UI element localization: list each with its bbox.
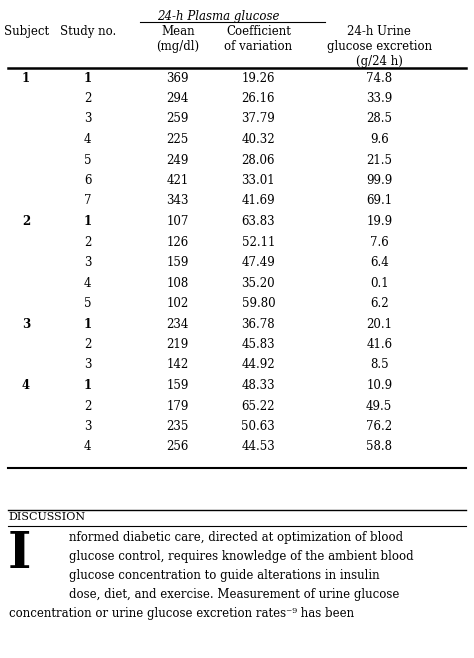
Text: 4: 4 bbox=[84, 440, 91, 453]
Text: 69.1: 69.1 bbox=[366, 195, 392, 207]
Text: 142: 142 bbox=[167, 359, 189, 372]
Text: 49.5: 49.5 bbox=[366, 399, 392, 413]
Text: 33.01: 33.01 bbox=[242, 174, 275, 187]
Text: glucose concentration to guide alterations in insulin: glucose concentration to guide alteratio… bbox=[69, 569, 379, 582]
Text: 24-h Urine
glucose excretion
(g/24 h): 24-h Urine glucose excretion (g/24 h) bbox=[327, 25, 432, 68]
Text: 76.2: 76.2 bbox=[366, 420, 392, 433]
Text: I: I bbox=[8, 530, 31, 579]
Text: Subject: Subject bbox=[3, 25, 49, 38]
Text: 4: 4 bbox=[84, 133, 91, 146]
Text: 1: 1 bbox=[83, 318, 92, 330]
Text: 2: 2 bbox=[84, 399, 91, 413]
Text: 5: 5 bbox=[84, 297, 91, 310]
Text: 33.9: 33.9 bbox=[366, 92, 392, 105]
Text: 1: 1 bbox=[22, 72, 30, 84]
Text: 159: 159 bbox=[166, 256, 189, 269]
Text: Mean
(mg/dl): Mean (mg/dl) bbox=[156, 25, 199, 53]
Text: 1: 1 bbox=[83, 215, 92, 228]
Text: 9.6: 9.6 bbox=[370, 133, 389, 146]
Text: 107: 107 bbox=[166, 215, 189, 228]
Text: 41.6: 41.6 bbox=[366, 338, 392, 351]
Text: 225: 225 bbox=[167, 133, 189, 146]
Text: 4: 4 bbox=[84, 276, 91, 290]
Text: 343: 343 bbox=[166, 195, 189, 207]
Text: 37.79: 37.79 bbox=[241, 113, 275, 126]
Text: 48.33: 48.33 bbox=[242, 379, 275, 392]
Text: Study no.: Study no. bbox=[60, 25, 116, 38]
Text: 26.16: 26.16 bbox=[242, 92, 275, 105]
Text: 24-h Plasma glucose: 24-h Plasma glucose bbox=[157, 10, 279, 23]
Text: 65.22: 65.22 bbox=[242, 399, 275, 413]
Text: 28.5: 28.5 bbox=[366, 113, 392, 126]
Text: 2: 2 bbox=[22, 215, 30, 228]
Text: 36.78: 36.78 bbox=[242, 318, 275, 330]
Text: 6: 6 bbox=[84, 174, 91, 187]
Text: 19.26: 19.26 bbox=[242, 72, 275, 84]
Text: 74.8: 74.8 bbox=[366, 72, 392, 84]
Text: 28.06: 28.06 bbox=[242, 153, 275, 166]
Text: 45.83: 45.83 bbox=[242, 338, 275, 351]
Text: 369: 369 bbox=[166, 72, 189, 84]
Text: 5: 5 bbox=[84, 153, 91, 166]
Text: 1: 1 bbox=[83, 379, 92, 392]
Text: 44.92: 44.92 bbox=[242, 359, 275, 372]
Text: 21.5: 21.5 bbox=[366, 153, 392, 166]
Text: DISCUSSION: DISCUSSION bbox=[8, 512, 85, 522]
Text: 59.80: 59.80 bbox=[242, 297, 275, 310]
Text: 7: 7 bbox=[84, 195, 91, 207]
Text: 47.49: 47.49 bbox=[241, 256, 275, 269]
Text: 44.53: 44.53 bbox=[241, 440, 275, 453]
Text: 35.20: 35.20 bbox=[242, 276, 275, 290]
Text: 7.6: 7.6 bbox=[370, 236, 389, 249]
Text: Coefficient
of variation: Coefficient of variation bbox=[224, 25, 292, 53]
Text: 52.11: 52.11 bbox=[242, 236, 275, 249]
Text: concentration or urine glucose excretion rates⁻⁹ has been: concentration or urine glucose excretion… bbox=[9, 607, 355, 620]
Text: 0.1: 0.1 bbox=[370, 276, 389, 290]
Text: 421: 421 bbox=[167, 174, 189, 187]
Text: 63.83: 63.83 bbox=[242, 215, 275, 228]
Text: 256: 256 bbox=[166, 440, 189, 453]
Text: 99.9: 99.9 bbox=[366, 174, 392, 187]
Text: glucose control, requires knowledge of the ambient blood: glucose control, requires knowledge of t… bbox=[69, 550, 413, 563]
Text: 2: 2 bbox=[84, 92, 91, 105]
Text: 41.69: 41.69 bbox=[242, 195, 275, 207]
Text: 3: 3 bbox=[84, 359, 91, 372]
Text: 40.32: 40.32 bbox=[242, 133, 275, 146]
Text: 102: 102 bbox=[167, 297, 189, 310]
Text: 6.2: 6.2 bbox=[370, 297, 389, 310]
Text: 50.63: 50.63 bbox=[241, 420, 275, 433]
Text: 219: 219 bbox=[167, 338, 189, 351]
Text: 20.1: 20.1 bbox=[366, 318, 392, 330]
Text: 2: 2 bbox=[84, 236, 91, 249]
Text: 294: 294 bbox=[166, 92, 189, 105]
Text: 1: 1 bbox=[83, 72, 92, 84]
Text: 2: 2 bbox=[84, 338, 91, 351]
Text: 259: 259 bbox=[166, 113, 189, 126]
Text: 8.5: 8.5 bbox=[370, 359, 389, 372]
Text: 108: 108 bbox=[167, 276, 189, 290]
Text: 234: 234 bbox=[166, 318, 189, 330]
Text: 159: 159 bbox=[166, 379, 189, 392]
Text: 3: 3 bbox=[84, 420, 91, 433]
Text: 19.9: 19.9 bbox=[366, 215, 392, 228]
Text: 249: 249 bbox=[166, 153, 189, 166]
Text: 6.4: 6.4 bbox=[370, 256, 389, 269]
Text: 3: 3 bbox=[84, 256, 91, 269]
Text: 235: 235 bbox=[166, 420, 189, 433]
Text: 126: 126 bbox=[167, 236, 189, 249]
Text: 3: 3 bbox=[22, 318, 30, 330]
Text: 58.8: 58.8 bbox=[366, 440, 392, 453]
Text: 4: 4 bbox=[22, 379, 30, 392]
Text: 179: 179 bbox=[166, 399, 189, 413]
Text: dose, diet, and exercise. Measurement of urine glucose: dose, diet, and exercise. Measurement of… bbox=[69, 588, 399, 601]
Text: nformed diabetic care, directed at optimization of blood: nformed diabetic care, directed at optim… bbox=[69, 531, 403, 544]
Text: 10.9: 10.9 bbox=[366, 379, 392, 392]
Text: 3: 3 bbox=[84, 113, 91, 126]
